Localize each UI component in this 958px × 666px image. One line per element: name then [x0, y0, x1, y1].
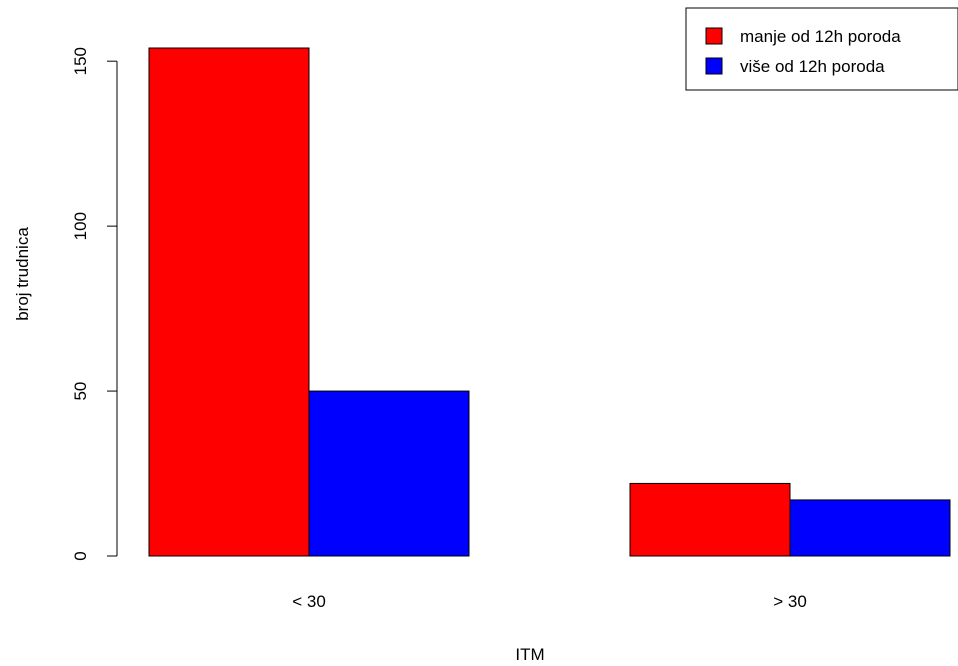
- legend-label: manje od 12h poroda: [740, 27, 901, 46]
- x-axis-label: ITM: [515, 645, 544, 664]
- legend-box: [685, 7, 958, 91]
- legend-swatch: [705, 27, 723, 45]
- y-tick-label: 150: [71, 47, 90, 75]
- y-tick-label: 50: [71, 382, 90, 401]
- x-category-label: > 30: [773, 592, 807, 611]
- y-axis: 0 50 100 150: [71, 47, 118, 561]
- bar-2-2: [789, 499, 951, 557]
- y-tick-label: 0: [71, 551, 90, 560]
- x-category-label: < 30: [292, 592, 326, 611]
- bars-group: [148, 47, 951, 557]
- bar-1-2: [629, 482, 791, 557]
- bar-2-1: [308, 390, 470, 557]
- x-axis-category-labels: < 30 > 30: [292, 592, 807, 611]
- y-tick-label: 100: [71, 212, 90, 240]
- legend-swatch: [705, 57, 723, 75]
- y-axis-label: broj trudnica: [13, 227, 32, 321]
- bar-1-1: [148, 47, 310, 557]
- legend: manje od 12h poroda više od 12h poroda: [685, 7, 958, 91]
- legend-label: više od 12h poroda: [740, 57, 885, 76]
